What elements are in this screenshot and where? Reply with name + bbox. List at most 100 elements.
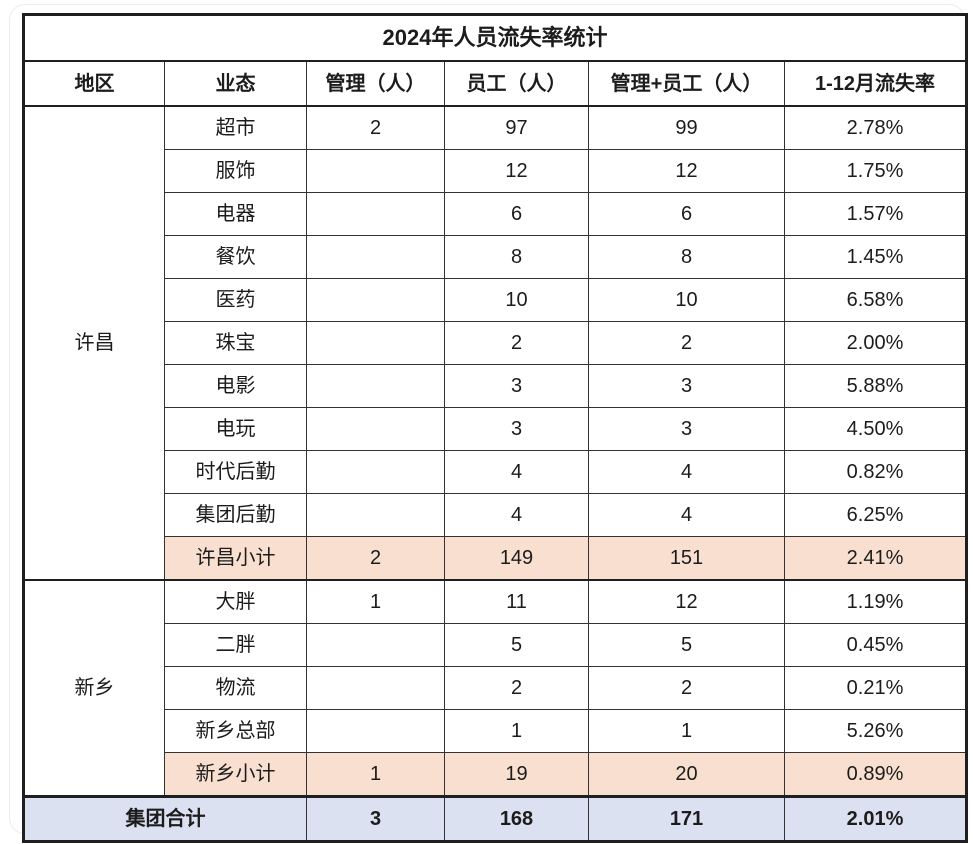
business-cell: 电影 (164, 364, 307, 408)
table-title-row: 2024年人员流失率统计 (22, 14, 968, 62)
staff-cell: 149 (444, 536, 589, 581)
region-cell: 许昌 (23, 105, 165, 581)
staff-cell: 11 (444, 579, 589, 624)
rate-cell: 1.57% (783, 192, 968, 236)
staff-cell: 12 (444, 149, 589, 193)
table-row: 医药 10 10 6.58% (24, 278, 968, 322)
management-cell (306, 364, 445, 408)
rate-cell: 4.50% (783, 407, 968, 451)
rate-cell: 0.89% (783, 752, 968, 797)
table-row: 物流 2 2 0.21% (24, 666, 968, 710)
combined-cell: 12 (588, 579, 785, 624)
combined-cell: 151 (588, 536, 785, 581)
table-row: 时代后勤 4 4 0.82% (24, 450, 968, 494)
management-cell: 1 (306, 579, 445, 624)
business-cell: 珠宝 (164, 321, 307, 365)
staff-cell: 4 (444, 450, 589, 494)
rate-cell: 1.75% (783, 149, 968, 193)
rate-cell: 1.19% (783, 579, 968, 624)
table-row: 集团后勤 4 4 6.25% (24, 493, 968, 537)
combined-cell: 8 (588, 235, 785, 279)
management-cell (306, 493, 445, 537)
rate-cell: 0.21% (783, 666, 968, 710)
subtotal-row-xuchang: 许昌小计 2 149 151 2.41% (24, 536, 968, 581)
subtotal-row-xinxiang: 新乡小计 1 19 20 0.89% (24, 752, 968, 797)
business-cell: 服饰 (164, 149, 307, 193)
combined-cell: 5 (588, 623, 785, 667)
business-cell: 新乡小计 (164, 752, 307, 797)
business-cell: 电器 (164, 192, 307, 236)
staff-cell: 1 (444, 709, 589, 753)
total-label-cell: 集团合计 (23, 795, 307, 842)
col-header-management: 管理（人） (306, 60, 445, 107)
rate-cell: 2.41% (783, 536, 968, 581)
rate-cell: 2.78% (783, 105, 968, 150)
management-cell: 2 (306, 105, 445, 150)
table-row: 电器 6 6 1.57% (24, 192, 968, 236)
combined-cell: 3 (588, 407, 785, 451)
table-row: 新乡 大胖 1 11 12 1.19% (23, 579, 968, 797)
combined-cell: 20 (588, 752, 785, 797)
staff-cell: 2 (444, 321, 589, 365)
staff-cell: 5 (444, 623, 589, 667)
staff-cell: 10 (444, 278, 589, 322)
staff-cell: 168 (444, 795, 589, 842)
combined-cell: 4 (588, 493, 785, 537)
management-cell (306, 149, 445, 193)
table-header-row: 地区 业态 管理（人） 员工（人） 管理+员工（人） 1-12月流失率 (23, 60, 968, 107)
management-cell: 2 (306, 536, 445, 581)
combined-cell: 3 (588, 364, 785, 408)
col-header-business: 业态 (164, 60, 307, 107)
staff-cell: 4 (444, 493, 589, 537)
combined-cell: 1 (588, 709, 785, 753)
management-cell (306, 192, 445, 236)
business-cell: 餐饮 (164, 235, 307, 279)
combined-cell: 12 (588, 149, 785, 193)
turnover-table: 2024年人员流失率统计 地区 业态 管理（人） 员工（人） 管理+员工（人） … (22, 13, 969, 843)
table-row: 电影 3 3 5.88% (24, 364, 968, 408)
combined-cell: 4 (588, 450, 785, 494)
management-cell (306, 709, 445, 753)
management-cell (306, 321, 445, 365)
rate-cell: 2.01% (783, 795, 968, 842)
business-cell: 许昌小计 (164, 536, 307, 581)
table-row: 新乡总部 1 1 5.26% (24, 709, 968, 753)
table-row: 许昌 超市 2 97 99 2.78% (23, 105, 968, 581)
staff-cell: 2 (444, 666, 589, 710)
col-header-region: 地区 (23, 60, 165, 107)
management-cell (306, 407, 445, 451)
rate-cell: 5.26% (783, 709, 968, 753)
combined-cell: 99 (588, 105, 785, 150)
rate-cell: 5.88% (783, 364, 968, 408)
staff-cell: 97 (444, 105, 589, 150)
table-row: 珠宝 2 2 2.00% (24, 321, 968, 365)
rate-cell: 6.58% (783, 278, 968, 322)
staff-cell: 3 (444, 364, 589, 408)
business-cell: 物流 (164, 666, 307, 710)
business-cell: 医药 (164, 278, 307, 322)
rate-cell: 6.25% (783, 493, 968, 537)
management-cell (306, 450, 445, 494)
table-row: 餐饮 8 8 1.45% (24, 235, 968, 279)
staff-cell: 6 (444, 192, 589, 236)
region-cell: 新乡 (23, 579, 165, 797)
table-row: 电玩 3 3 4.50% (24, 407, 968, 451)
business-cell: 新乡总部 (164, 709, 307, 753)
management-cell (306, 278, 445, 322)
management-cell (306, 666, 445, 710)
business-cell: 电玩 (164, 407, 307, 451)
staff-cell: 8 (444, 235, 589, 279)
management-cell (306, 623, 445, 667)
rate-cell: 1.45% (783, 235, 968, 279)
combined-cell: 6 (588, 192, 785, 236)
staff-cell: 3 (444, 407, 589, 451)
combined-cell: 171 (588, 795, 785, 842)
rate-cell: 2.00% (783, 321, 968, 365)
col-header-staff: 员工（人） (444, 60, 589, 107)
col-header-combined: 管理+员工（人） (588, 60, 785, 107)
combined-cell: 2 (588, 666, 785, 710)
staff-cell: 19 (444, 752, 589, 797)
rate-cell: 0.82% (783, 450, 968, 494)
table-row: 二胖 5 5 0.45% (24, 623, 968, 667)
col-header-rate: 1-12月流失率 (783, 60, 968, 107)
